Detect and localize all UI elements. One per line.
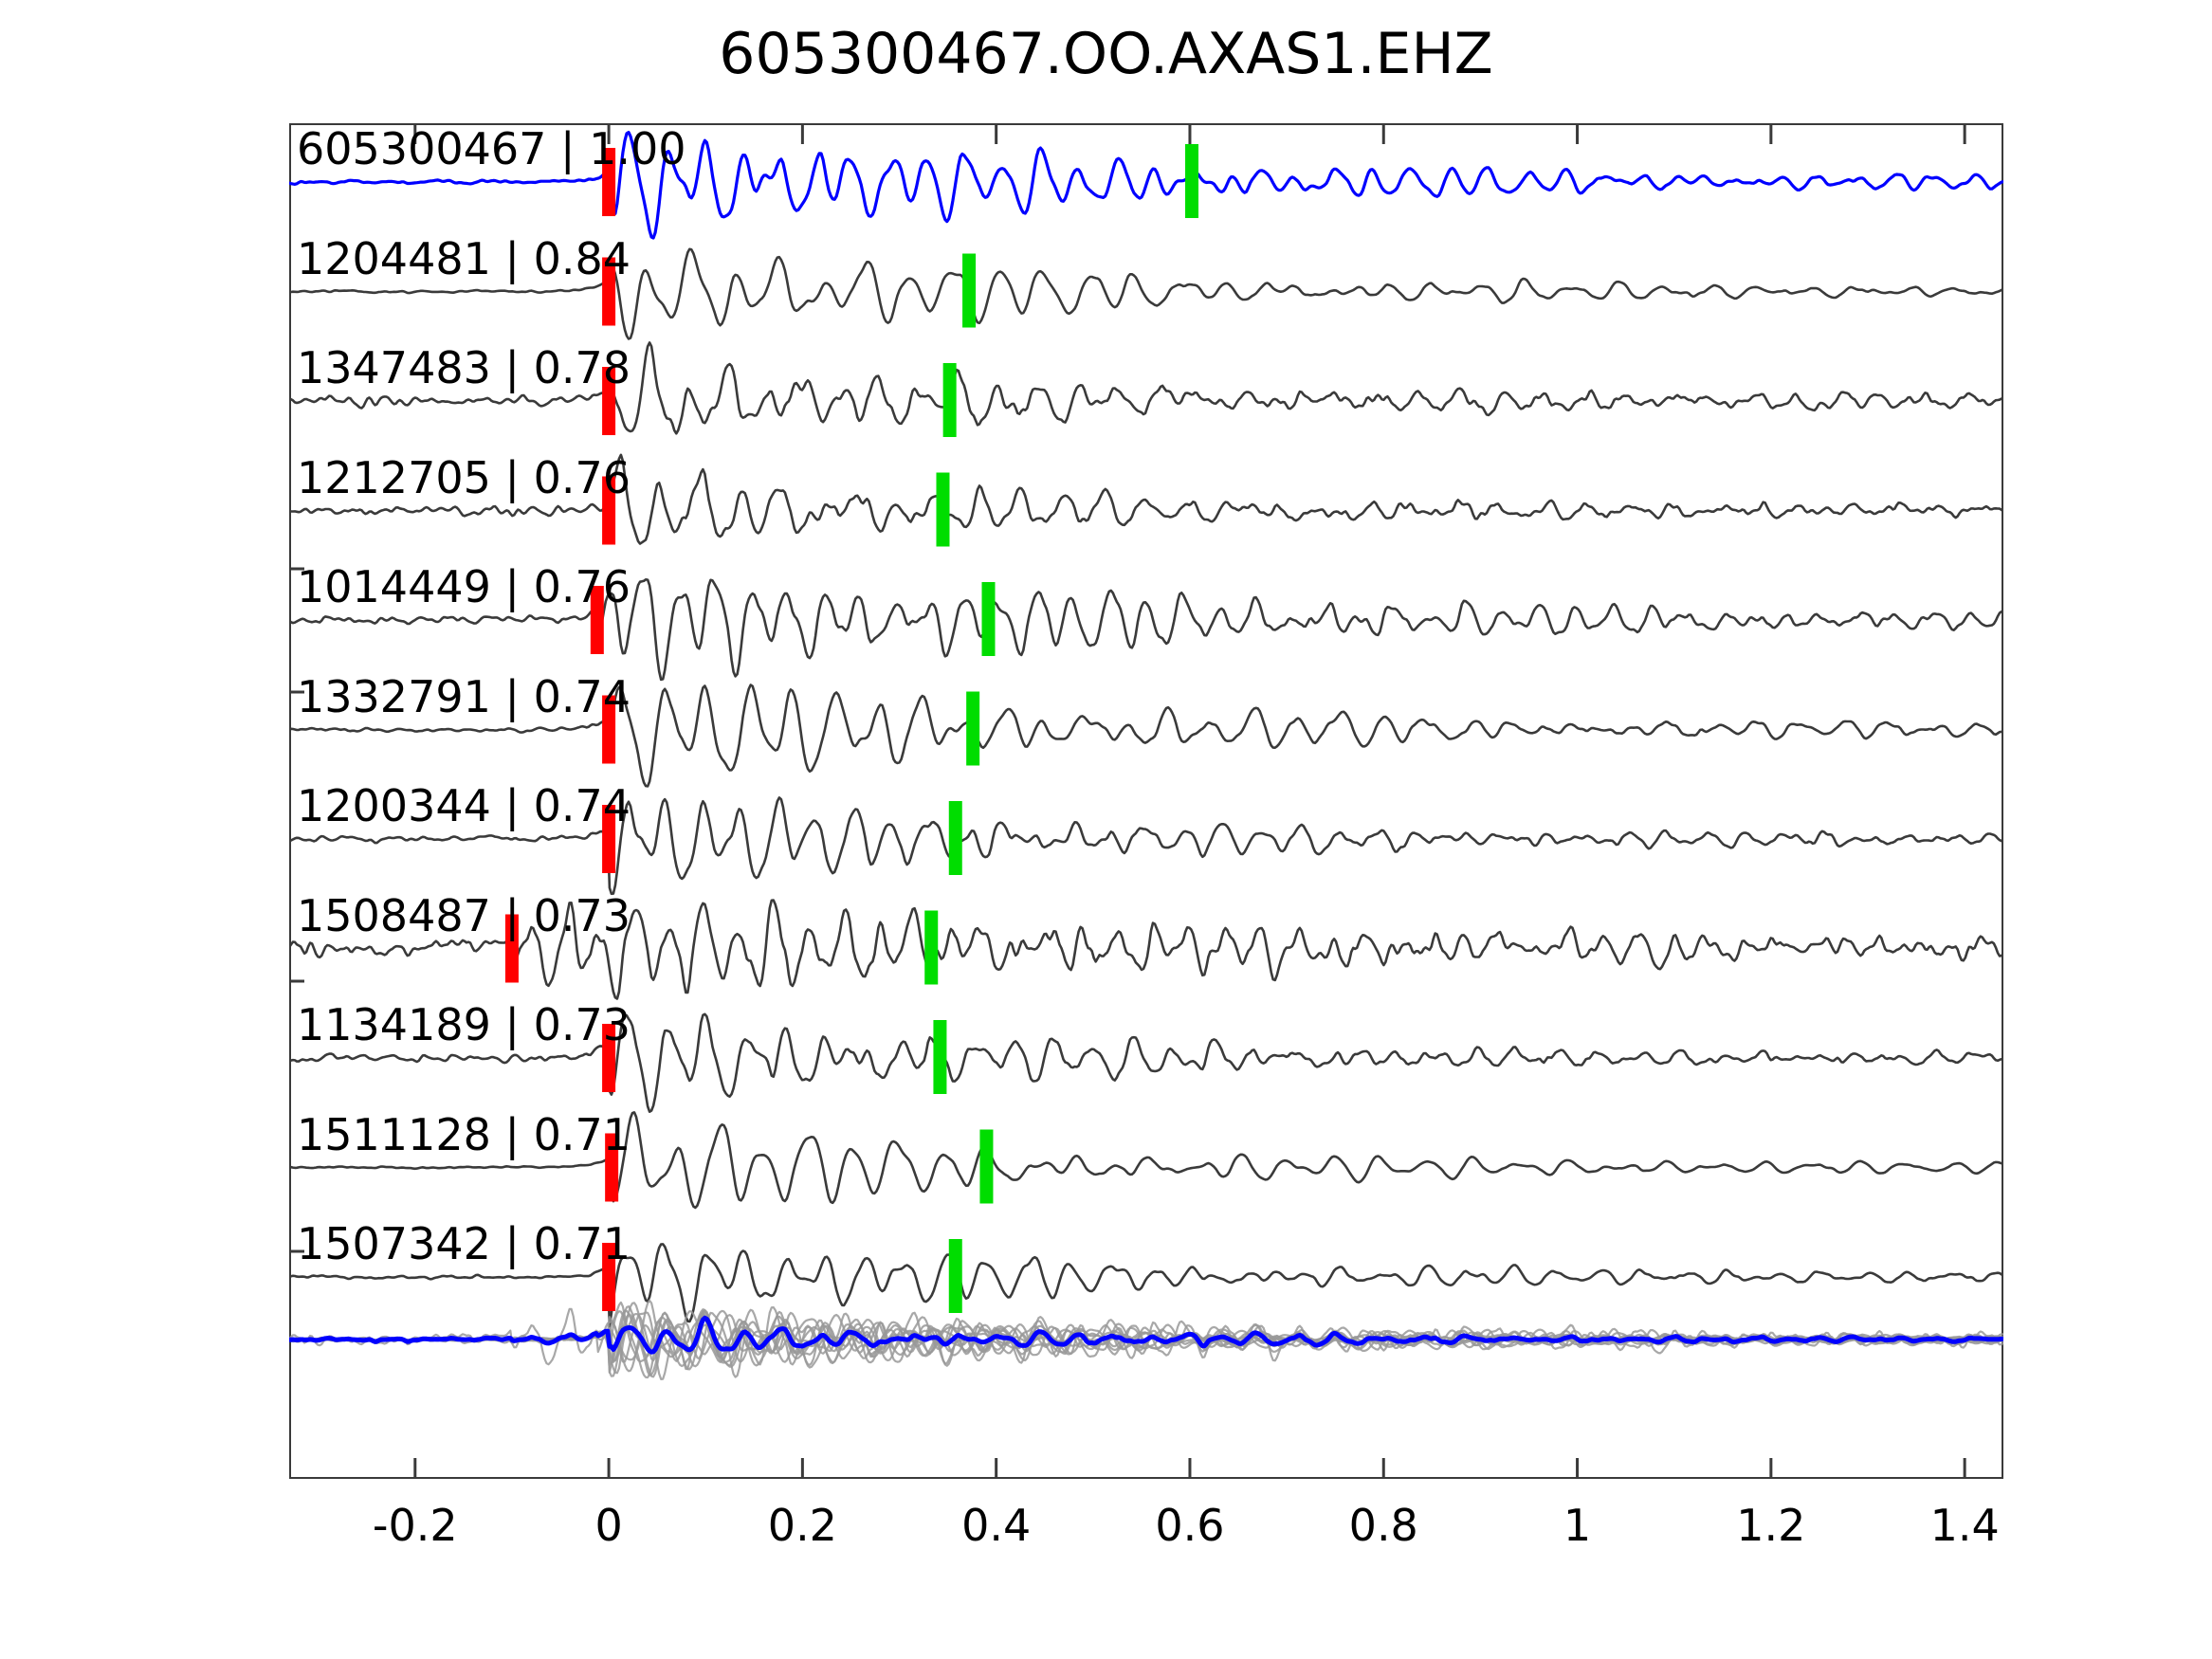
trace-label-1347483: 1347483 | 0.78 xyxy=(297,342,631,393)
trace-label-1212705: 1212705 | 0.76 xyxy=(297,451,631,503)
trace-group-1200344 xyxy=(289,796,2003,896)
waveform-line xyxy=(289,1012,2003,1113)
p-pick-marker[interactable] xyxy=(602,476,616,545)
trace-group-1134189 xyxy=(289,1012,2003,1113)
s-pick-marker[interactable] xyxy=(979,1129,994,1204)
waveform-line xyxy=(289,1111,2003,1210)
p-pick-marker[interactable] xyxy=(590,586,604,654)
p-pick-marker[interactable] xyxy=(602,257,616,326)
waveform-line xyxy=(289,1243,2003,1328)
s-pick-marker[interactable] xyxy=(981,582,996,656)
trace-group-1204481 xyxy=(289,247,2003,340)
p-pick-marker[interactable] xyxy=(602,367,616,435)
x-tick-label-3: 0.4 xyxy=(961,1500,1032,1551)
trace-label-1507342: 1507342 | 0.71 xyxy=(297,1218,631,1269)
waveform-line xyxy=(289,341,2003,435)
stack-mean-trace xyxy=(289,1315,2003,1355)
waveform-line xyxy=(289,684,2003,788)
waveform-line xyxy=(289,578,2003,682)
s-pick-marker[interactable] xyxy=(948,1239,962,1313)
trace-label-1508487: 1508487 | 0.73 xyxy=(297,889,631,941)
s-pick-marker[interactable] xyxy=(966,691,980,766)
x-tick-label-2: 0.2 xyxy=(767,1500,837,1551)
page-title: 605300467.OO.AXAS1.EHZ xyxy=(719,21,1493,87)
waveform-axes xyxy=(289,123,2003,1479)
p-pick-marker[interactable] xyxy=(602,805,616,873)
waveform-line xyxy=(289,453,2003,545)
waveform-line xyxy=(289,131,2003,240)
trace-label-1134189: 1134189 | 0.73 xyxy=(297,999,631,1050)
x-tick-label-7: 1.2 xyxy=(1736,1500,1806,1551)
p-pick-marker[interactable] xyxy=(605,1133,619,1202)
trace-label-1204481: 1204481 | 0.84 xyxy=(297,232,631,284)
trace-label-605300467: 605300467 | 1.00 xyxy=(297,123,686,174)
s-pick-marker[interactable] xyxy=(1185,144,1199,218)
s-pick-marker[interactable] xyxy=(962,253,977,328)
x-tick-label-1: 0 xyxy=(594,1500,623,1551)
trace-group-605300467 xyxy=(289,131,2003,240)
waveform-line xyxy=(289,796,2003,896)
x-tick-label-6: 1 xyxy=(1563,1500,1592,1551)
s-pick-marker[interactable] xyxy=(936,472,950,547)
trace-label-1014449: 1014449 | 0.76 xyxy=(297,561,631,612)
x-tick-label-5: 0.8 xyxy=(1348,1500,1418,1551)
trace-group-1014449 xyxy=(289,578,2003,682)
axes-frame xyxy=(289,123,2003,1479)
trace-label-1200344: 1200344 | 0.74 xyxy=(297,780,631,831)
s-pick-marker[interactable] xyxy=(948,801,962,875)
p-pick-marker[interactable] xyxy=(602,695,616,764)
s-pick-marker[interactable] xyxy=(933,1020,947,1094)
trace-group-1511128 xyxy=(289,1111,2003,1210)
trace-group-1212705 xyxy=(289,453,2003,547)
stack-panel xyxy=(289,1299,2003,1380)
trace-group-1332791 xyxy=(289,684,2003,788)
waveform-plot-svg xyxy=(289,123,2003,1479)
trace-group-1347483 xyxy=(289,341,2003,437)
stack-overlay-trace-2 xyxy=(289,1299,2003,1362)
p-pick-marker[interactable] xyxy=(602,1024,616,1092)
trace-label-1511128: 1511128 | 0.71 xyxy=(297,1108,631,1160)
p-pick-marker[interactable] xyxy=(602,148,616,216)
waveform-line xyxy=(289,247,2003,340)
s-pick-marker[interactable] xyxy=(942,363,957,437)
p-pick-marker[interactable] xyxy=(504,914,519,983)
x-tick-label-0: -0.2 xyxy=(372,1500,458,1551)
waveform-line xyxy=(289,899,2003,1000)
trace-label-1332791: 1332791 | 0.74 xyxy=(297,670,631,722)
s-pick-marker[interactable] xyxy=(924,910,939,985)
p-pick-marker[interactable] xyxy=(602,1243,616,1311)
trace-group-1508487 xyxy=(289,899,2003,1000)
x-tick-label-4: 0.6 xyxy=(1155,1500,1225,1551)
trace-group-1507342 xyxy=(289,1239,2003,1328)
x-tick-label-8: 1.4 xyxy=(1929,1500,2000,1551)
